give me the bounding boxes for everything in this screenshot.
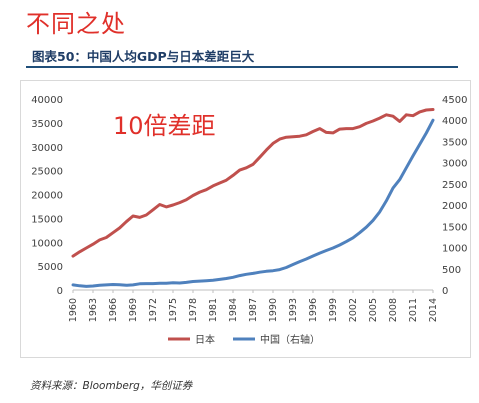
y-left-tick-label: 30000: [31, 143, 63, 154]
x-tick-label: 1996: [308, 298, 319, 322]
legend-label-japan: 日本: [195, 333, 215, 346]
x-tick-label: 1975: [168, 298, 179, 322]
x-tick-label: 2014: [428, 298, 439, 322]
x-tick-label: 1972: [148, 298, 159, 322]
chart-legend: 日本 中国（右轴）: [168, 333, 320, 346]
y-right-tick-label: 3000: [442, 159, 467, 170]
y-right-tick-label: 3500: [442, 137, 467, 148]
x-tick-label: 1990: [268, 298, 279, 322]
y-right-tick-label: 1000: [442, 244, 467, 255]
y-left-tick-label: 5000: [38, 262, 63, 273]
x-tick-label: 1999: [328, 298, 339, 322]
x-tick-label: 1984: [228, 298, 239, 322]
legend-label-china: 中国（右轴）: [260, 333, 320, 346]
x-tick-label: 1987: [248, 298, 259, 322]
figure-title: 图表50：中国人均GDP与日本差距巨大: [32, 49, 255, 64]
chart-container: 0 5000 10000 15000 20000 25000 30000 35000 40000…: [20, 80, 471, 358]
source-note: 资料来源：Bloomberg，华创证券: [30, 380, 193, 392]
x-tick-label: 1978: [188, 298, 199, 322]
x-tick-label: 1981: [208, 298, 219, 322]
x-tick-label: 1969: [128, 298, 139, 322]
y-left-tick-label: 40000: [31, 95, 63, 106]
y-right-tick-label: 2500: [442, 180, 467, 191]
x-tick-label: 2002: [348, 298, 359, 322]
series-line-china: [71, 118, 435, 288]
y-right-tick-label: 500: [442, 265, 461, 276]
title-divider: [26, 66, 458, 68]
page-heading: 不同之处: [26, 10, 126, 38]
y-left-tick-label: 25000: [31, 167, 63, 178]
y-left-tick-label: 0: [57, 286, 63, 297]
y-right-tick-label: 4000: [442, 116, 467, 127]
x-tick-label: 1960: [68, 298, 79, 322]
y-right-tick-label: 2000: [442, 201, 467, 212]
y-right-tick-label: 4500: [442, 95, 467, 106]
y-left-tick-label: 15000: [31, 214, 63, 225]
x-tick-label: 1993: [288, 298, 299, 322]
y-left-tick-label: 10000: [31, 238, 63, 249]
x-tick-label: 1963: [88, 298, 99, 322]
y-left-tick-label: 20000: [31, 191, 63, 202]
y-left-tick-label: 35000: [31, 119, 63, 130]
x-tick-label: 2005: [368, 298, 379, 322]
chart-annotation: 10倍差距: [113, 112, 216, 140]
gdp-line-chart: 0500010000150002000025000300003500040000…: [31, 95, 467, 346]
y-right-tick-label: 0: [442, 286, 448, 297]
chart-axes: 0500010000150002000025000300003500040000…: [31, 95, 467, 322]
x-tick-label: 2008: [388, 298, 399, 322]
y-right-tick-label: 1500: [442, 222, 467, 233]
x-tick-label: 1966: [108, 298, 119, 322]
series-line-japan: [71, 108, 435, 258]
x-tick-label: 2011: [408, 298, 419, 322]
series-layer: [71, 108, 435, 288]
